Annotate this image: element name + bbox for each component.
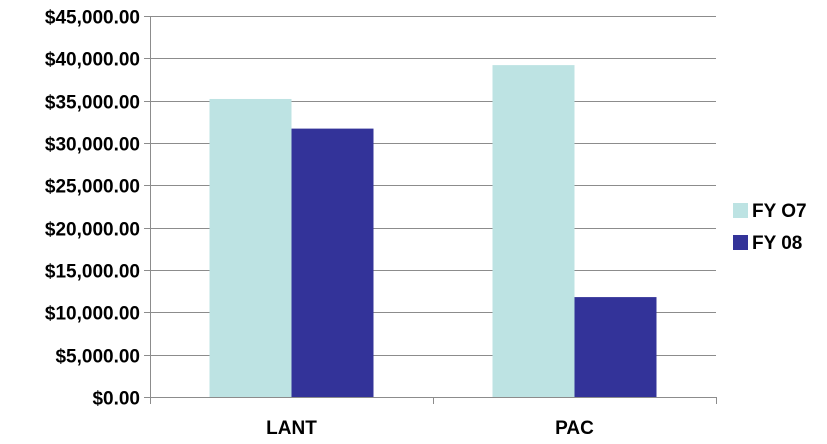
bar-lant-fy-08 [291,128,374,397]
bar-lant-fy-o7 [209,98,292,398]
y-tick-label: $10,000.00 [45,304,140,325]
y-tick-label: $15,000.00 [45,262,140,283]
y-tick-label: $45,000.00 [45,8,140,29]
x-category-label: PAC [555,418,594,439]
bar-pac-fy-08 [574,297,657,397]
y-tick-label: $0.00 [92,389,140,410]
y-axis-tick-labels: $0.00 $5,000.00 $10,000.00 $15,000.00 $20,00… [45,8,140,410]
y-tick-label: $20,000.00 [45,220,140,241]
x-axis-category-labels: LANT PAC [266,418,594,439]
legend: FY O7 FY 08 [733,201,807,254]
y-tick-label: $5,000.00 [55,347,140,368]
legend-swatch [733,235,748,250]
bars [209,65,657,398]
bar-pac-fy-o7 [492,65,575,398]
y-tick-label: $25,000.00 [45,177,140,198]
legend-label: FY 08 [752,233,802,254]
y-tick-label: $35,000.00 [45,93,140,114]
x-category-label: LANT [266,418,317,439]
axes [144,16,717,404]
y-tick-label: $30,000.00 [45,135,140,156]
y-tick-label: $40,000.00 [45,50,140,71]
legend-label: FY O7 [752,201,807,222]
legend-swatch [733,203,748,218]
